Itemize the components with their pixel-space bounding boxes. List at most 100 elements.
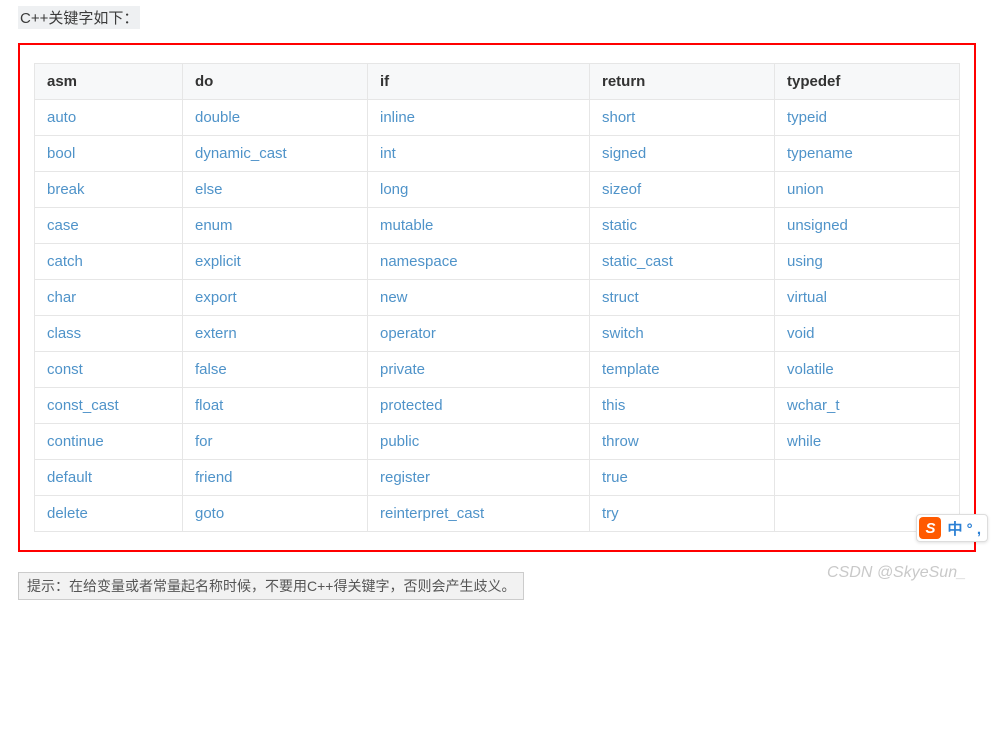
table-cell: sizeof <box>590 172 775 208</box>
table-row: const_cast float protected this wchar_t <box>35 388 960 424</box>
table-cell: template <box>590 352 775 388</box>
table-cell: false <box>183 352 368 388</box>
keyword-link[interactable]: bool <box>47 145 75 162</box>
keywords-table: asmdoifreturntypedef autodoubleinlinesho… <box>34 63 960 532</box>
table-cell: for <box>183 424 368 460</box>
table-row: break else long sizeof union <box>35 172 960 208</box>
keyword-link[interactable]: register <box>380 469 430 486</box>
keyword-link[interactable]: catch <box>47 253 83 270</box>
keyword-link[interactable]: static <box>602 217 637 234</box>
keyword-link[interactable]: default <box>47 469 92 486</box>
keyword-link[interactable]: delete <box>47 505 88 522</box>
table-cell: char <box>35 280 183 316</box>
table-cell: bool <box>35 136 183 172</box>
keyword-link[interactable]: unsigned <box>787 217 848 234</box>
keyword-link[interactable]: int <box>380 145 396 162</box>
keyword-link[interactable]: try <box>602 505 619 522</box>
keyword-link[interactable]: friend <box>195 469 233 486</box>
keyword-link[interactable]: typeid <box>787 109 827 126</box>
keyword-link[interactable]: true <box>602 469 628 486</box>
keyword-link[interactable]: long <box>380 181 408 198</box>
keyword-link[interactable]: dynamic_cast <box>195 145 287 162</box>
table-header-cell: typedef <box>775 64 960 100</box>
keyword-link[interactable]: namespace <box>380 253 458 270</box>
keyword-link[interactable]: continue <box>47 433 104 450</box>
table-header-cell: if <box>368 64 590 100</box>
table-cell: volatile <box>775 352 960 388</box>
table-cell: default <box>35 460 183 496</box>
table-cell: enum <box>183 208 368 244</box>
keyword-link[interactable]: for <box>195 433 213 450</box>
keyword-link[interactable]: short <box>602 109 635 126</box>
table-cell: reinterpret_cast <box>368 496 590 532</box>
keyword-link[interactable]: case <box>47 217 79 234</box>
keyword-link[interactable]: this <box>602 397 625 414</box>
keyword-link[interactable]: struct <box>602 289 639 306</box>
keyword-link[interactable]: operator <box>380 325 436 342</box>
ime-badge[interactable]: S 中 ° , <box>916 514 988 542</box>
keyword-link[interactable]: goto <box>195 505 224 522</box>
keyword-link[interactable]: reinterpret_cast <box>380 505 484 522</box>
keyword-link[interactable]: export <box>195 289 237 306</box>
keyword-link[interactable]: using <box>787 253 823 270</box>
keyword-link[interactable]: private <box>380 361 425 378</box>
keyword-link[interactable]: else <box>195 181 223 198</box>
keyword-link[interactable]: inline <box>380 109 415 126</box>
keyword-link[interactable]: false <box>195 361 227 378</box>
keyword-link[interactable]: virtual <box>787 289 827 306</box>
keyword-link[interactable]: template <box>602 361 660 378</box>
table-cell: signed <box>590 136 775 172</box>
keyword-link[interactable]: float <box>195 397 223 414</box>
keyword-link[interactable]: sizeof <box>602 181 641 198</box>
table-row: delete goto reinterpret_cast try <box>35 496 960 532</box>
keyword-link[interactable]: signed <box>602 145 646 162</box>
table-cell: else <box>183 172 368 208</box>
table-cell: operator <box>368 316 590 352</box>
keyword-link[interactable]: public <box>380 433 419 450</box>
keyword-link[interactable]: class <box>47 325 81 342</box>
table-cell: using <box>775 244 960 280</box>
page-title: C++关键字如下： <box>18 6 140 29</box>
table-cell: break <box>35 172 183 208</box>
ime-label: 中 ° , <box>947 518 981 539</box>
table-row: catch explicit namespace static_cast using <box>35 244 960 280</box>
keyword-link[interactable]: extern <box>195 325 237 342</box>
keyword-link[interactable]: switch <box>602 325 644 342</box>
keyword-link[interactable]: char <box>47 289 76 306</box>
keyword-link[interactable]: auto <box>47 109 76 126</box>
table-cell: friend <box>183 460 368 496</box>
keyword-link[interactable]: throw <box>602 433 639 450</box>
table-cell: wchar_t <box>775 388 960 424</box>
keyword-link[interactable]: typename <box>787 145 853 162</box>
table-cell: virtual <box>775 280 960 316</box>
keyword-link[interactable]: new <box>380 289 408 306</box>
keyword-link[interactable]: break <box>47 181 85 198</box>
keyword-link[interactable]: explicit <box>195 253 241 270</box>
keyword-link[interactable]: const_cast <box>47 397 119 414</box>
keyword-link[interactable]: double <box>195 109 240 126</box>
keyword-link[interactable]: wchar_t <box>787 397 840 414</box>
table-cell: goto <box>183 496 368 532</box>
table-cell: catch <box>35 244 183 280</box>
table-cell: continue <box>35 424 183 460</box>
table-cell: protected <box>368 388 590 424</box>
keyword-link[interactable]: enum <box>195 217 233 234</box>
keyword-link[interactable]: union <box>787 181 824 198</box>
table-cell: struct <box>590 280 775 316</box>
keyword-link[interactable]: mutable <box>380 217 433 234</box>
table-cell: this <box>590 388 775 424</box>
keyword-link[interactable]: void <box>787 325 815 342</box>
table-cell: explicit <box>183 244 368 280</box>
keyword-link[interactable]: static_cast <box>602 253 673 270</box>
table-cell: unsigned <box>775 208 960 244</box>
table-header-cell: do <box>183 64 368 100</box>
table-cell: register <box>368 460 590 496</box>
keyword-link[interactable]: while <box>787 433 821 450</box>
table-cell: extern <box>183 316 368 352</box>
table-cell: static_cast <box>590 244 775 280</box>
keyword-link[interactable]: protected <box>380 397 443 414</box>
table-cell: class <box>35 316 183 352</box>
table-row: continue for public throw while <box>35 424 960 460</box>
keyword-link[interactable]: volatile <box>787 361 834 378</box>
keyword-link[interactable]: const <box>47 361 83 378</box>
